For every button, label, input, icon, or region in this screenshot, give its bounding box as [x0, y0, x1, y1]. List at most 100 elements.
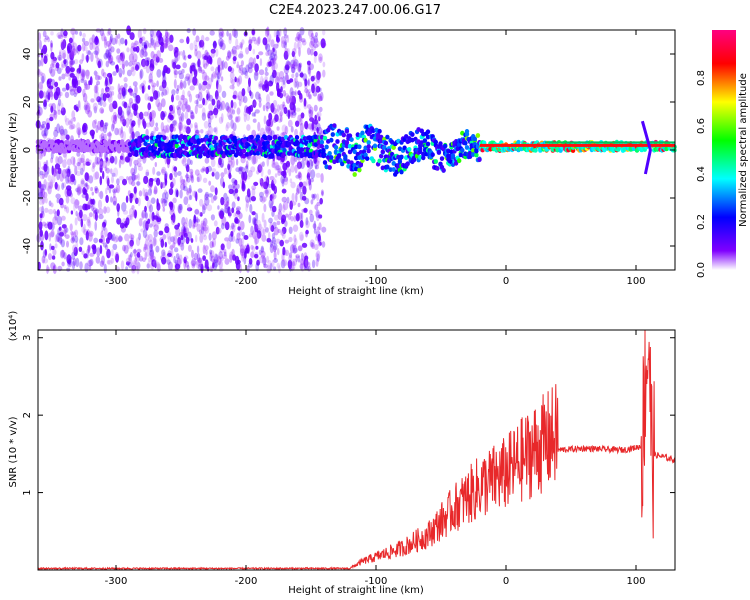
spectrogram-noise-blob [313, 35, 318, 44]
spectrogram-noise-blob [51, 174, 56, 184]
spectrogram-noise-blob [296, 184, 302, 194]
spectrogram-noise-blob [101, 255, 105, 265]
spectrogram-noise-blob [309, 40, 315, 49]
spectrogram-noise-blob [115, 253, 119, 263]
spectrogram-noise-blob [139, 68, 144, 79]
spectrogram-noise-blob [47, 78, 53, 83]
spectrogram-noise-blob [110, 234, 114, 241]
spectrogram-noise-blob [182, 222, 188, 229]
spectrogram-noise-blob [256, 219, 262, 230]
spectrogram-noise-blob [265, 102, 271, 109]
x-tick-label: -200 [235, 276, 258, 287]
spectrogram-noise-blob [309, 35, 314, 40]
spectrogram-noise-blob [240, 60, 244, 67]
spectrogram-noise-blob [65, 134, 70, 140]
y-tick-label: 1 [22, 489, 33, 495]
spectrogram-noise-blob [116, 203, 120, 212]
spectrogram-noise-blob [307, 79, 310, 86]
spectrogram-noise-blob [164, 199, 168, 207]
spectrogram-noise-blob [117, 207, 120, 217]
spectrogram-noise-blob [196, 60, 199, 68]
spectrogram-noise-blob [70, 118, 74, 125]
spectrogram-noise-blob [235, 116, 240, 123]
spectrogram-noise-blob [122, 244, 126, 252]
spectrogram-noise-blob [78, 246, 83, 252]
spectrogram-noise-blob [254, 63, 259, 73]
spectrogram-noise-blob [120, 155, 125, 165]
spectrogram-noise-blob [206, 51, 210, 58]
spectrogram-band-cell [255, 134, 261, 140]
spectrogram-noise-blob [308, 209, 313, 215]
spectrogram-noise-blob [270, 239, 276, 246]
spectrogram-noise-blob [164, 241, 167, 248]
spectrogram-noise-blob [298, 46, 301, 57]
spectrogram-noise-blob [216, 227, 222, 234]
spectrogram-noise-blob [145, 212, 148, 222]
spectrogram-noise-blob [77, 186, 83, 194]
spectrogram-noise-blob [137, 157, 142, 163]
snr-y-label: SNR (10 * v/v) [8, 416, 19, 487]
spectrogram-noise-blob [186, 190, 192, 201]
spectrogram-noise-blob [244, 74, 249, 79]
spectrogram-noise-blob [220, 39, 225, 44]
spectrogram-noise-blob [116, 178, 120, 185]
spectrogram-noise-blob [315, 32, 318, 37]
spectrogram-noise-blob [128, 102, 132, 109]
spectrogram-noise-blob [241, 88, 246, 97]
spectrogram-noise-blob [113, 236, 119, 243]
spectrogram-noise-blob [59, 172, 64, 182]
spectrogram-noise-blob [251, 188, 256, 197]
colorbar-tick-label: 0.2 [696, 214, 707, 230]
spectrogram-noise-blob [144, 42, 148, 51]
spectrogram-noise-blob [66, 158, 72, 166]
spectrogram-noise-blob [64, 71, 71, 77]
spectrogram-noise-blob [199, 234, 204, 243]
spectrogram-noise-blob [105, 60, 110, 68]
snr-y-scale-label: (x10⁴) [8, 311, 19, 342]
spectrogram-noise-blob [272, 245, 277, 253]
spectrogram-noise-blob [261, 78, 265, 86]
spectrogram-noise-blob [240, 70, 244, 76]
spectrogram-noise-blob [148, 205, 151, 213]
spectrogram-noise-blob [161, 256, 167, 265]
spectrogram-noise-blob [226, 196, 230, 204]
spectrogram-noise-blob [113, 200, 117, 206]
spectrogram-noise-blob [70, 179, 75, 185]
spectrogram-noise-blob [69, 67, 75, 73]
spectrogram-noise-blob [132, 47, 138, 52]
spectrogram-noise-blob [247, 170, 253, 178]
spectrogram-noise-blob [145, 171, 150, 176]
spectrogram-noise-blob [141, 209, 147, 219]
spectrogram-noise-blob [115, 34, 118, 45]
spectrogram-noise-blob [232, 222, 237, 228]
spectrogram-noise-blob [191, 257, 197, 267]
spectrogram-noise-blob [103, 263, 107, 274]
spectrogram-noise-blob [297, 40, 300, 50]
spectrogram-noise-blob [220, 243, 225, 251]
spectrogram-noise-blob [94, 36, 99, 46]
spectrogram-noise-blob [136, 252, 141, 258]
spectrogram-noise-blob [54, 243, 58, 249]
spectrogram-noise-blob [99, 260, 105, 267]
spectrogram-noise-blob [253, 100, 258, 106]
spectrogram-noise-blob [280, 259, 286, 269]
y-tick-label: 20 [22, 96, 33, 109]
spectrogram-noise-blob [191, 190, 195, 197]
spectrogram-noise-blob [50, 68, 56, 77]
spectrogram-noise-blob [72, 32, 75, 41]
spectrogram-noise-blob [308, 88, 312, 94]
spectrogram-noise-blob [167, 158, 170, 169]
spectrogram-noise-blob [137, 117, 141, 126]
spectrogram-band-cell [341, 132, 346, 138]
spectrogram-noise-blob [192, 224, 196, 230]
spectrogram-noise-blob [267, 80, 274, 87]
spectrogram-noise-blob [162, 35, 168, 42]
spectrogram-noise-blob [153, 42, 157, 50]
spectrogram-noise-blob [206, 93, 209, 101]
spectrogram-noise-blob [313, 119, 319, 125]
spectrogram-noise-blob [75, 187, 80, 193]
spectrogram-noise-blob [185, 104, 191, 113]
spectrogram-noise-blob [81, 37, 86, 43]
spectrogram-band-cell [330, 132, 335, 137]
spectrogram-noise-blob [226, 105, 231, 113]
